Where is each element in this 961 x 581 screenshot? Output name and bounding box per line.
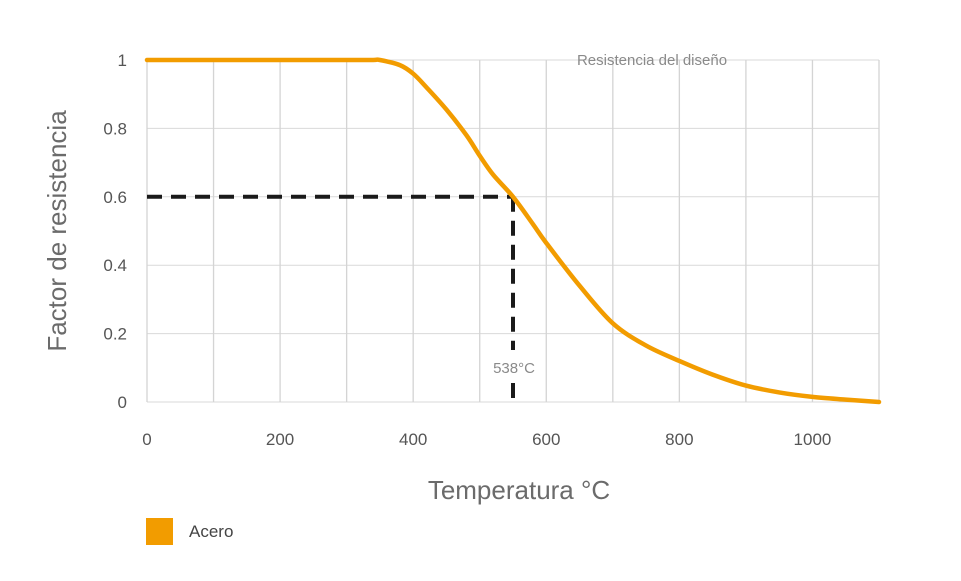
legend-swatch-acero <box>146 518 173 545</box>
legend-label-acero: Acero <box>189 521 234 541</box>
legend: Acero <box>146 518 233 545</box>
x-tick-label-2: 400 <box>399 430 427 449</box>
reference-lines <box>147 194 515 402</box>
reference-temperature-label: 538°C <box>493 360 535 377</box>
series-line-0 <box>144 57 882 405</box>
x-axis-title: Temperatura °C <box>428 475 610 505</box>
series-layer <box>144 57 882 405</box>
y-tick-label-2: 0.4 <box>103 256 127 275</box>
x-tick-label-0: 0 <box>142 430 151 449</box>
x-tick-label-1: 200 <box>266 430 294 449</box>
y-tick-label-0: 0 <box>118 393 127 412</box>
y-tick-label-4: 0.8 <box>103 119 127 138</box>
x-axis-ticks: 0 200 400 600 800 1000 <box>142 430 831 449</box>
y-axis-ticks: 0 0.2 0.4 0.6 0.8 1 <box>103 51 127 412</box>
x-tick-label-4: 800 <box>665 430 693 449</box>
y-tick-label-5: 1 <box>118 51 127 70</box>
y-tick-label-1: 0.2 <box>103 325 127 344</box>
x-tick-label-5: 1000 <box>794 430 832 449</box>
x-tick-label-3: 600 <box>532 430 560 449</box>
design-strength-annotation: Resistencia del diseño <box>577 52 727 69</box>
y-axis-title: Factor de resistencia <box>42 110 72 352</box>
y-tick-label-3: 0.6 <box>103 188 127 207</box>
vertical-gridlines <box>146 60 880 402</box>
